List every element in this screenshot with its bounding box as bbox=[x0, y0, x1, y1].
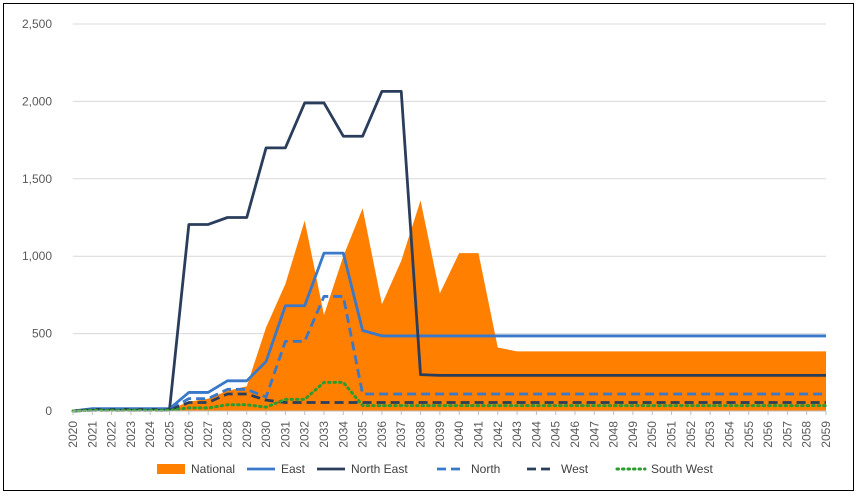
x-tick-label: 2054 bbox=[722, 421, 736, 448]
x-tick-label: 2045 bbox=[549, 421, 563, 448]
x-tick-label: 2020 bbox=[66, 421, 80, 448]
x-tick-label: 2026 bbox=[182, 421, 196, 448]
legend-label-south-west: South West bbox=[651, 462, 713, 476]
legend-label-north-east: North East bbox=[351, 462, 408, 476]
x-tick-label: 2032 bbox=[298, 421, 312, 448]
x-tick-label: 2021 bbox=[85, 421, 99, 448]
y-tick-label: 0 bbox=[45, 404, 52, 418]
x-tick-label: 2058 bbox=[800, 421, 814, 448]
y-tick-label: 2,000 bbox=[22, 94, 52, 108]
x-tick-label: 2056 bbox=[761, 421, 775, 448]
y-tick-label: 2,500 bbox=[22, 17, 52, 31]
x-tick-label: 2047 bbox=[587, 421, 601, 448]
x-tick-label: 2048 bbox=[607, 421, 621, 448]
x-tick-label: 2035 bbox=[356, 421, 370, 448]
x-tick-label: 2050 bbox=[645, 421, 659, 448]
x-tick-label: 2044 bbox=[529, 421, 543, 448]
x-tick-label: 2033 bbox=[317, 421, 331, 448]
legend-label-national: National bbox=[191, 462, 235, 476]
x-tick-label: 2031 bbox=[278, 421, 292, 448]
x-tick-label: 2040 bbox=[452, 421, 466, 448]
x-tick-label: 2034 bbox=[336, 421, 350, 448]
x-tick-label: 2051 bbox=[665, 421, 679, 448]
chart-frame: 0 500 1,000 1,500 2,000 2,500 2020 2021 2022 2023… bbox=[3, 3, 854, 491]
x-tick-label: 2041 bbox=[471, 421, 485, 448]
area-national bbox=[73, 200, 826, 411]
x-tick-label: 2037 bbox=[394, 421, 408, 448]
legend-label-east: East bbox=[281, 462, 306, 476]
axes: 0 500 1,000 1,500 2,000 2,500 2020 2021 2022 2023… bbox=[22, 17, 833, 448]
x-tick-label: 2049 bbox=[626, 421, 640, 448]
legend-swatch-national bbox=[157, 464, 185, 474]
area-series bbox=[73, 200, 826, 411]
x-tick-label: 2046 bbox=[568, 421, 582, 448]
x-tick-label: 2029 bbox=[240, 421, 254, 448]
gridlines bbox=[73, 23, 826, 335]
legend-label-west: West bbox=[561, 462, 589, 476]
x-tick-label: 2039 bbox=[433, 421, 447, 448]
x-tick-label: 2059 bbox=[819, 421, 833, 448]
x-tick-label: 2055 bbox=[742, 421, 756, 448]
x-tick-label: 2028 bbox=[220, 421, 234, 448]
x-tick-label: 2022 bbox=[105, 421, 119, 448]
x-tick-label: 2027 bbox=[201, 421, 215, 448]
legend-label-north: North bbox=[471, 462, 500, 476]
legend: National East North East North West South Wes… bbox=[157, 462, 713, 476]
y-tick-label: 1,000 bbox=[22, 249, 52, 263]
x-tick-label: 2030 bbox=[259, 421, 273, 448]
line-south-west bbox=[71, 380, 828, 413]
x-tick-label: 2042 bbox=[491, 421, 505, 448]
line-chart: 0 500 1,000 1,500 2,000 2,500 2020 2021 2022 2023… bbox=[22, 17, 833, 476]
x-tick-label: 2023 bbox=[124, 421, 138, 448]
line-series bbox=[71, 89, 828, 413]
x-tick-label: 2024 bbox=[143, 421, 157, 448]
line-north bbox=[72, 295, 826, 413]
x-tick-label: 2038 bbox=[414, 421, 428, 448]
x-tick-label: 2052 bbox=[684, 421, 698, 448]
line-west bbox=[72, 392, 826, 413]
line-north-east bbox=[72, 89, 826, 413]
y-tick-label: 1,500 bbox=[22, 172, 52, 186]
y-tick-label: 500 bbox=[32, 327, 52, 341]
line-east bbox=[72, 251, 826, 413]
x-tick-label: 2036 bbox=[375, 421, 389, 448]
x-tick-label: 2057 bbox=[780, 421, 794, 448]
x-tick-label: 2043 bbox=[510, 421, 524, 448]
x-tick-label: 2053 bbox=[703, 421, 717, 448]
x-tick-label: 2025 bbox=[163, 421, 177, 448]
